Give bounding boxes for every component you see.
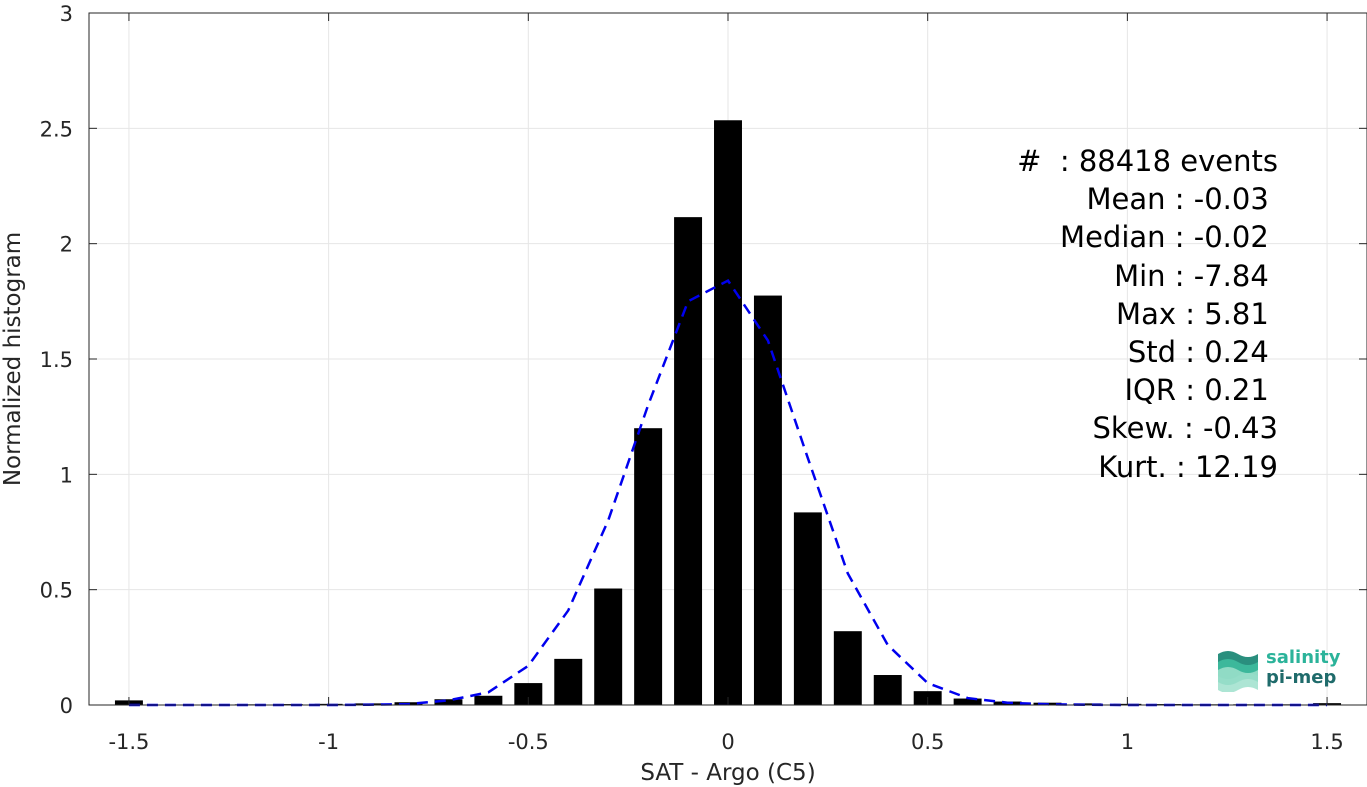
x-tick-label: 1 <box>1121 730 1134 754</box>
logo-line2: pi-mep <box>1266 667 1337 688</box>
logo-line1: salinity <box>1266 647 1341 668</box>
stat-max: Max : 5.81 <box>1116 296 1278 331</box>
stat-iqr: IQR : 0.21 <box>1124 373 1278 408</box>
y-tick-label: 1 <box>60 463 73 487</box>
stat-std: Std : 0.24 <box>1127 335 1278 370</box>
x-tick-label: -1.5 <box>108 730 149 754</box>
x-tick-label: 0 <box>721 730 734 754</box>
axis-ticks: -1.5 -1 -0.5 0 0.5 1 1.5 0 0.5 1 1.5 2 2.5 3 <box>40 2 1367 754</box>
stat-skew: Skew. : -0.43 <box>1092 411 1278 446</box>
y-tick-label: 1.5 <box>40 348 73 372</box>
salinity-pimep-logo: salinity pi-mep <box>1216 646 1346 696</box>
stat-mean: Mean : -0.03 <box>1086 182 1278 217</box>
stat-min: Min : -7.84 <box>1114 258 1278 293</box>
statistics-annotation: # : 88418 events Mean : -0.03 Median : -… <box>1017 142 1278 486</box>
histogram-bar <box>714 120 742 705</box>
stat-median: Median : -0.02 <box>1060 220 1278 255</box>
wave-logo-icon <box>1218 651 1258 693</box>
histogram-bar <box>873 675 902 705</box>
histogram-bars <box>114 120 1342 705</box>
y-tick-label: 2.5 <box>40 117 73 141</box>
stat-kurt: Kurt. : 12.19 <box>1098 449 1278 484</box>
histogram-bar <box>554 658 583 705</box>
histogram-bar <box>634 428 663 705</box>
histogram-bar <box>594 588 623 705</box>
y-tick-label: 0 <box>60 694 73 718</box>
x-tick-label: -0.5 <box>508 730 549 754</box>
histogram-bar <box>793 512 822 705</box>
histogram-bar <box>514 683 543 705</box>
stat-events: # : 88418 events <box>1017 144 1278 178</box>
histogram-bar <box>474 695 503 705</box>
x-tick-label: 0.5 <box>911 730 944 754</box>
histogram-bar <box>953 698 982 705</box>
histogram-bar <box>1073 703 1102 705</box>
y-tick-label: 0.5 <box>40 579 73 603</box>
y-axis-label: Normalized histogram <box>0 232 26 486</box>
y-tick-label: 2 <box>60 233 73 257</box>
x-tick-label: -1 <box>318 730 339 754</box>
histogram-bar <box>833 631 862 705</box>
y-tick-label: 3 <box>60 2 73 26</box>
x-axis-label: SAT - Argo (C5) <box>640 760 815 786</box>
histogram-bar <box>434 699 463 705</box>
histogram-bar <box>753 295 782 705</box>
histogram-bar <box>674 217 703 705</box>
x-tick-label: 1.5 <box>1310 730 1343 754</box>
